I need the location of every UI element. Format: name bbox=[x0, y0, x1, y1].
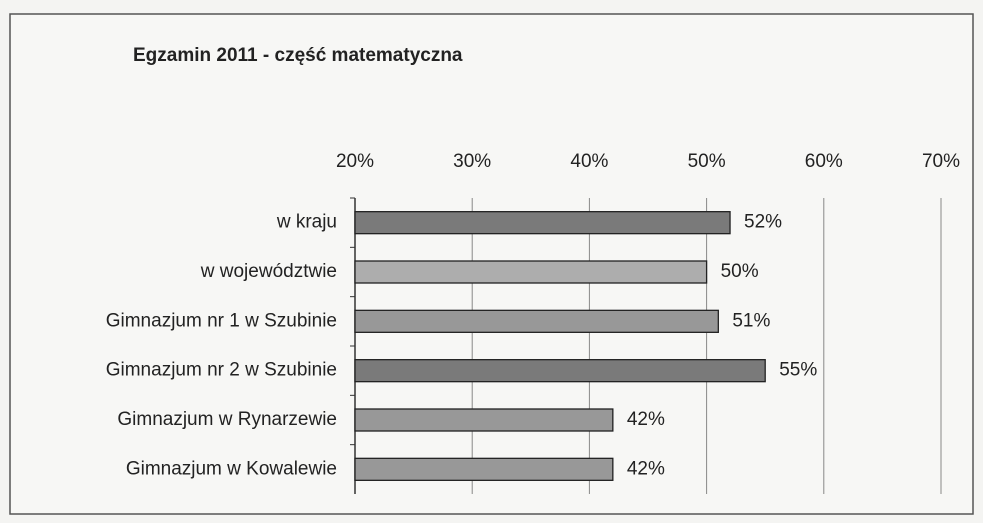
y-tick-label: w kraju bbox=[276, 212, 337, 233]
bar bbox=[354, 457, 614, 481]
x-tick-label: 60% bbox=[805, 151, 843, 172]
value-label: 42% bbox=[627, 458, 665, 479]
y-tick-label: w województwie bbox=[200, 261, 337, 282]
value-label: 50% bbox=[721, 261, 759, 282]
y-tick-label: Gimnazjum w Kowalewie bbox=[126, 458, 337, 479]
x-tick-label: 40% bbox=[570, 151, 608, 172]
x-tick-label: 50% bbox=[688, 151, 726, 172]
x-tick-label: 70% bbox=[922, 151, 960, 172]
bar bbox=[354, 408, 614, 432]
x-tick-label: 20% bbox=[336, 151, 374, 172]
bar bbox=[354, 309, 719, 333]
value-label: 51% bbox=[732, 310, 770, 331]
bar bbox=[354, 359, 766, 383]
bar bbox=[354, 211, 731, 235]
y-tick-label: Gimnazjum nr 2 w Szubinie bbox=[106, 360, 337, 381]
chart-title: Egzamin 2011 - część matematyczna bbox=[133, 45, 463, 66]
value-label: 52% bbox=[744, 212, 782, 233]
x-tick-label: 30% bbox=[453, 151, 491, 172]
value-label: 42% bbox=[627, 409, 665, 430]
y-tick-label: Gimnazjum nr 1 w Szubinie bbox=[106, 310, 337, 331]
y-tick-label: Gimnazjum w Rynarzewie bbox=[117, 409, 337, 430]
bar bbox=[354, 260, 708, 284]
value-label: 55% bbox=[779, 360, 817, 381]
